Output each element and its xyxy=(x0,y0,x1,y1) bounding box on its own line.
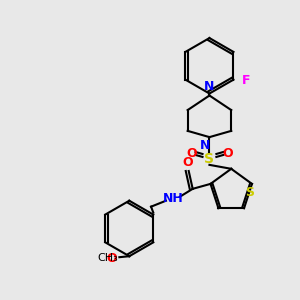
Text: CH₃: CH₃ xyxy=(98,253,118,263)
Text: S: S xyxy=(204,152,214,166)
Text: N: N xyxy=(204,80,214,92)
Text: N: N xyxy=(200,139,211,152)
Text: O: O xyxy=(182,156,193,169)
Text: NH: NH xyxy=(163,192,183,205)
Text: S: S xyxy=(245,186,254,199)
Text: O: O xyxy=(106,252,117,265)
Text: O: O xyxy=(186,148,197,160)
Text: O: O xyxy=(222,148,232,160)
Text: F: F xyxy=(242,74,250,87)
